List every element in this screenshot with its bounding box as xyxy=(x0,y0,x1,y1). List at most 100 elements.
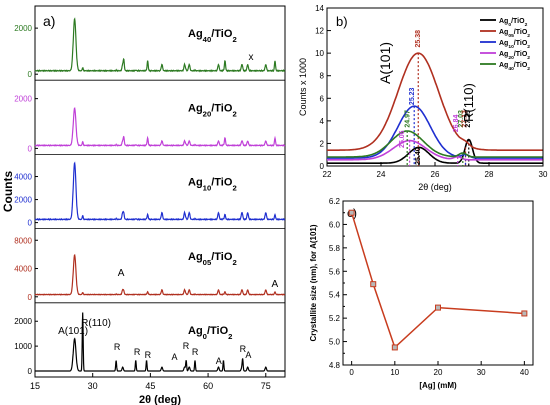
panel-c-ytick-label: 5.6 xyxy=(329,267,341,276)
panel-a-anno-rutile: R xyxy=(114,342,121,352)
panel-a-ytick-label: 2000 xyxy=(14,24,32,33)
panel-b-xtick-label: 24 xyxy=(377,170,386,179)
panel-b-anno-a101: A(101) xyxy=(377,42,393,84)
panel-a-sample-label-0: Ag0/TiO2 xyxy=(188,325,232,341)
panel-b-ylabel: Counts x 1000 xyxy=(298,58,308,116)
panel-a-xtick-label: 15 xyxy=(30,381,40,391)
panel-a-sample-label-10: Ag10/TiO2 xyxy=(188,177,237,193)
panel-b-peak-label: 25.06 xyxy=(399,130,406,148)
panel-b-peak-label: 25.40 xyxy=(415,147,422,165)
panel-a-anno-rutile: R xyxy=(192,347,199,357)
panel-b-ytick-label: 6 xyxy=(320,94,325,103)
panel-c-point xyxy=(391,344,398,351)
panel-c-xtick-label: 20 xyxy=(434,368,443,377)
panel-a-label: a) xyxy=(43,13,55,29)
panel-a-pattern-40 xyxy=(34,17,286,73)
panel-b-legend-label-40: Ag40/TiO2 xyxy=(499,62,530,72)
panel-a-pattern-0 xyxy=(35,312,285,372)
panel-a-pattern-05 xyxy=(34,253,286,296)
panel-b-curve-05 xyxy=(327,52,543,151)
panel-a-pattern-20 xyxy=(34,106,286,147)
panel-b-xtick-label: 26 xyxy=(431,170,440,179)
panel-a-ytick-label: 8000 xyxy=(14,236,32,245)
panel-a-ylabel: Counts xyxy=(1,171,15,213)
panel-a-ytick-label: 4000 xyxy=(14,173,32,182)
panel-b-ytick-label: 2 xyxy=(320,139,325,148)
panel-c-ytick-label: 6.0 xyxy=(329,220,341,229)
panel-a-frame xyxy=(34,5,286,378)
panel-c-ytick-label: 6.2 xyxy=(329,197,341,206)
panel-c-ytick-label: 4.8 xyxy=(329,361,341,370)
panel-b-curve-20 xyxy=(327,139,543,161)
panel-a-ytick-label: 2000 xyxy=(14,196,32,205)
panel-a-ytick-label: 0 xyxy=(28,144,33,153)
panel-b-ytick-label: 4 xyxy=(320,117,325,126)
panel-b-peak-label: 24.97 xyxy=(404,110,411,128)
panel-b-ytick-label: 8 xyxy=(320,72,325,81)
panel-a-anno-anatase: A xyxy=(245,350,251,360)
panel-b-legend-label-20: Ag20/TiO2 xyxy=(499,51,530,61)
panel-b-curve-10 xyxy=(327,105,543,159)
panel-a-ytick-label: 0 xyxy=(28,70,33,79)
panel-c-xlabel: [Ag] (mM) xyxy=(419,381,457,390)
panel-a-xtick-label: 75 xyxy=(261,381,271,391)
panel-b-legend-label-0: Ag0/TiO2 xyxy=(499,18,528,28)
panel-b-ytick-label: 14 xyxy=(315,4,324,13)
panel-a-anno-x: x xyxy=(248,52,253,63)
panel-a-anno-anatase-ag05: A xyxy=(118,268,125,279)
panel-a-anno-rutile: R xyxy=(183,341,190,351)
panel-b-xtick-label: 30 xyxy=(539,170,548,179)
panel-b-peak-label: 27.03 xyxy=(458,110,465,128)
panel-a-anno-anatase: A xyxy=(216,356,222,366)
panel-a-anno-anatase-ag05-right: A xyxy=(272,279,279,290)
panel-b-legend-label-10: Ag10/TiO2 xyxy=(499,40,530,50)
panel-a-ytick-label: 0 xyxy=(28,219,33,228)
panel-c-point xyxy=(348,209,355,216)
panel-a-anno-rutile: R xyxy=(134,347,141,357)
panel-b-curve-0 xyxy=(327,138,543,164)
panel-a-anno-r110: R(110) xyxy=(81,318,111,329)
panel-c-point xyxy=(435,304,441,311)
panel-a-xtick-label: 45 xyxy=(145,381,155,391)
panel-a-anno-a101: A(101) xyxy=(58,326,88,337)
panel-b-peak-label: 25.23 xyxy=(409,87,416,105)
panel-c-crystallite-size: c)0102030404.85.05.25.45.65.86.06.2[Ag] … xyxy=(309,197,534,390)
panel-a-ytick-label: 1000 xyxy=(14,342,32,351)
panel-b-ytick-label: 10 xyxy=(315,49,324,58)
panel-c-xtick-label: 30 xyxy=(477,368,486,377)
panel-b-xtick-label: 28 xyxy=(485,170,494,179)
panel-a-xtick-label: 60 xyxy=(203,381,213,391)
panel-a-xlabel: 2θ (deg) xyxy=(139,394,181,405)
panel-c-ytick-label: 5.8 xyxy=(329,244,341,253)
panel-c-ytick-label: 5.2 xyxy=(329,314,341,323)
panel-a-xtick-label: 30 xyxy=(88,381,98,391)
panel-b-ytick-label: 12 xyxy=(315,27,324,36)
panel-b-peak-label: 27.25 xyxy=(465,110,472,128)
panel-a-ytick-label: 2000 xyxy=(14,317,32,326)
panel-b-curve-40 xyxy=(327,130,543,158)
panel-a-ytick-label: 0 xyxy=(28,293,33,302)
panel-c-xtick-label: 0 xyxy=(349,368,354,377)
panel-b-anno-r110: R(110) xyxy=(461,83,476,122)
panel-b-peak-label: 25.38 xyxy=(415,30,422,48)
panel-b-ytick-label: 0 xyxy=(320,162,325,171)
panel-a-sample-label-05: Ag05/TiO2 xyxy=(188,251,237,267)
panel-a-anno-anatase: A xyxy=(172,352,178,362)
panel-a-ytick-label: 4000 xyxy=(14,265,32,274)
panel-a-sample-label-20: Ag20/TiO2 xyxy=(188,102,237,118)
panel-a-sample-label-40: Ag40/TiO2 xyxy=(188,28,237,44)
panel-a-anno-rutile: R xyxy=(240,344,247,354)
panel-b-legend-label-05: Ag05/TiO2 xyxy=(499,29,530,39)
panel-b-xtick-label: 22 xyxy=(323,170,332,179)
panel-a-pattern-10 xyxy=(34,161,286,222)
panel-c-point xyxy=(370,281,377,288)
panel-b-peak-label: 27.13 xyxy=(461,110,468,128)
panel-c-xtick-label: 10 xyxy=(390,368,399,377)
panel-c-ytick-label: 5.4 xyxy=(329,291,341,300)
panel-a-xrd-patterns: a) 15 30 45 60 75 2θ (deg) Counts 0 1000 2000 Ag0/T… xyxy=(1,5,286,405)
panel-c-ytick-label: 5.0 xyxy=(329,338,341,347)
panel-a-anno-rutile: R xyxy=(145,350,152,360)
panel-a-ytick-label: 2000 xyxy=(14,95,32,104)
